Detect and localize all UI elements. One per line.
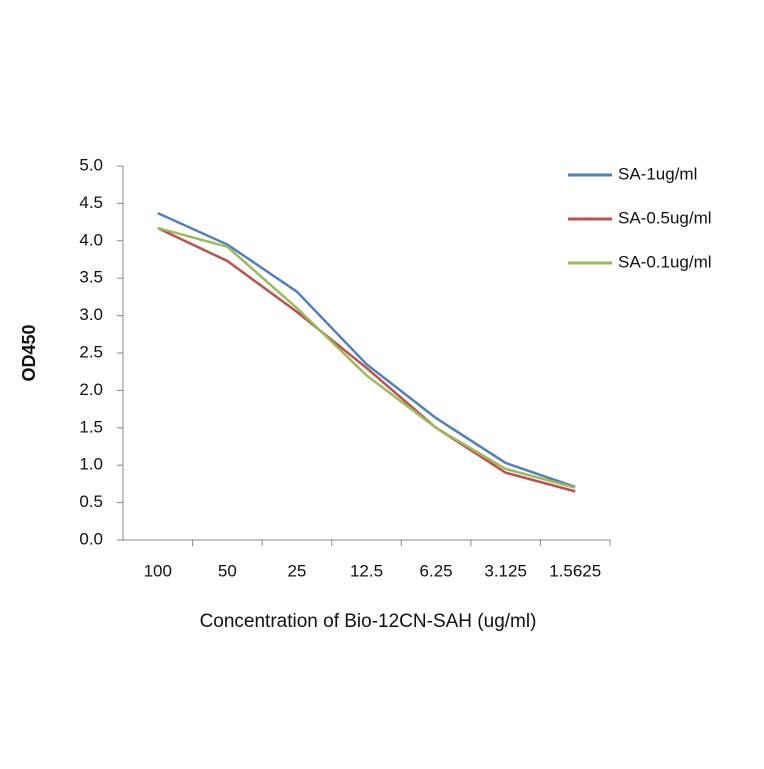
legend-label: SA-1ug/ml: [618, 164, 697, 183]
y-tick-label: 1.5: [79, 417, 103, 436]
y-tick-label: 4.0: [79, 230, 103, 249]
y-tick-label: 3.5: [79, 268, 103, 287]
x-tick-label: 100: [144, 561, 172, 580]
y-tick-label: 2.5: [79, 342, 103, 361]
x-tick-label: 3.125: [484, 561, 527, 580]
x-tick-label: 12.5: [350, 561, 383, 580]
legend-label: SA-0.5ug/ml: [618, 208, 712, 227]
series-line: [157, 226, 576, 489]
x-tick-label: 50: [218, 561, 237, 580]
y-tick-label: 5.0: [79, 155, 103, 174]
y-tick-label: 2.0: [79, 380, 103, 399]
x-tick-label: 1.5625: [549, 561, 601, 580]
legend-label: SA-0.1ug/ml: [618, 252, 712, 271]
y-tick-label: 0.5: [79, 492, 103, 511]
y-tick-label: 3.0: [79, 305, 103, 324]
x-tick-label: 6.25: [420, 561, 453, 580]
x-tick-label: 25: [287, 561, 306, 580]
y-axis-label: OD450: [19, 324, 39, 381]
x-axis-label: Concentration of Bio-12CN-SAH (ug/ml): [200, 611, 537, 632]
series-line: [157, 211, 576, 489]
y-tick-label: 0.0: [79, 529, 103, 548]
y-tick-label: 4.5: [79, 193, 103, 212]
y-tick-label: 1.0: [79, 455, 103, 474]
series-line: [157, 226, 576, 493]
